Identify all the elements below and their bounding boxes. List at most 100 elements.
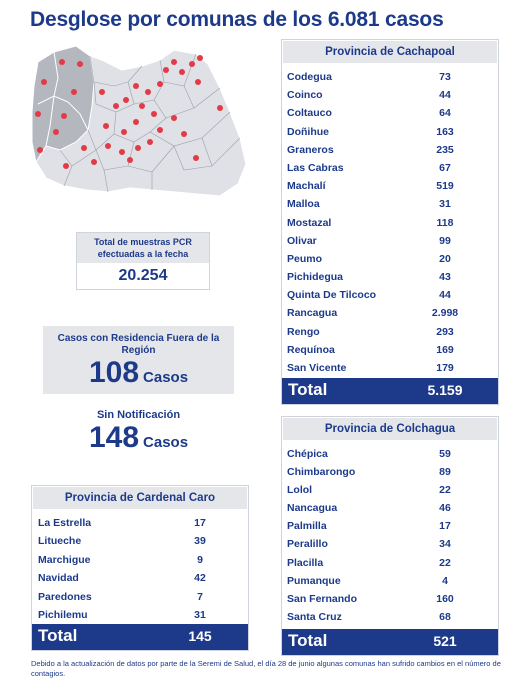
table-row: Peumo 20	[282, 250, 498, 268]
comuna-name: Paredones	[38, 590, 92, 603]
comuna-cases: 44	[439, 289, 451, 302]
cachapoal-rows: Codegua 73 Coinco 44 Coltauco 64 Doñihue 163 Gra…	[282, 64, 498, 377]
comuna-name: La Estrella	[38, 517, 92, 529]
cardenal-caro-total-label: Total	[38, 626, 78, 645]
sin-notificacion: Sin Notificación 148 Casos	[43, 408, 234, 454]
comuna-cases: 163	[436, 125, 454, 138]
comuna-cases: 46	[439, 502, 451, 515]
comuna-cases: 42	[194, 572, 206, 585]
comuna-cases: 169	[436, 343, 454, 356]
table-row: Nancagua 46	[282, 499, 498, 517]
panel-colchagua: Provincia de Colchagua Chépica 59 Chimbaro…	[281, 416, 499, 656]
cardenal-caro-total-value: 145	[188, 628, 212, 644]
residencia-unit: Casos	[143, 369, 189, 386]
comuna-cases: 293	[436, 325, 454, 338]
comuna-cases: 31	[194, 608, 206, 621]
region-map	[31, 45, 247, 197]
panel-cardenal-caro: Provincia de Cardenal Caro La Estrella 17…	[31, 485, 249, 651]
comuna-cases: 7	[197, 590, 203, 603]
comuna-name: Coltauco	[287, 107, 332, 120]
comuna-cases: 2.998	[431, 307, 459, 320]
cachapoal-total-label: Total	[288, 380, 328, 399]
comuna-name: Codegua	[287, 71, 332, 83]
comuna-name: Peralillo	[287, 538, 328, 551]
table-row: Coinco 44	[282, 86, 498, 104]
comuna-name: Pumanque	[287, 574, 341, 587]
comuna-name: San Vicente	[287, 362, 347, 374]
comuna-cases: 179	[436, 362, 454, 374]
comuna-name: Requínoa	[287, 343, 335, 356]
comuna-name: Lolol	[287, 484, 313, 497]
table-row: Chépica 59	[282, 445, 498, 463]
comuna-name: Chimbarongo	[287, 466, 356, 479]
page-title: Desglose por comunas de los 6.081 casos	[30, 8, 444, 31]
table-row: Rengo 293	[282, 323, 498, 341]
comuna-cases: 20	[439, 252, 451, 265]
comuna-name: Graneros	[287, 143, 334, 156]
comuna-cases: 89	[439, 466, 451, 479]
comuna-cases: 43	[439, 271, 451, 284]
pcr-label: Total de muestras PCR efectuadas a la fe…	[77, 233, 209, 263]
cardenal-caro-area	[31, 45, 95, 164]
colchagua-total: Total 521	[282, 629, 498, 655]
table-row: Codegua 73	[282, 68, 498, 86]
table-row: Pumanque 4	[282, 572, 498, 590]
panel-colchagua-title: Provincia de Colchagua	[283, 418, 497, 440]
cachapoal-total: Total 5.159	[282, 378, 498, 404]
table-row: Requínoa 169	[282, 341, 498, 359]
table-row: Graneros 235	[282, 141, 498, 159]
table-row: Navidad 42	[32, 569, 248, 587]
comuna-name: Doñihue	[287, 125, 329, 138]
comuna-cases: 67	[439, 161, 451, 174]
comuna-name: San Fernando	[287, 592, 358, 605]
comuna-name: Malloa	[287, 198, 320, 211]
comuna-cases: 235	[436, 143, 454, 156]
comuna-name: Mostazal	[287, 216, 332, 229]
residencia-value: 108	[88, 356, 140, 389]
cardenal-caro-rows: La Estrella 17 Litueche 39 Marchigue 9 Navidad…	[32, 510, 248, 624]
table-row: Olivar 99	[282, 232, 498, 250]
comuna-cases: 22	[439, 556, 451, 569]
comuna-cases: 17	[194, 517, 206, 529]
comuna-name: Litueche	[38, 535, 82, 548]
table-row: La Estrella 17	[32, 514, 248, 532]
comuna-name: Rancagua	[287, 307, 338, 320]
table-row: Mostazal 118	[282, 214, 498, 232]
comuna-cases: 73	[439, 71, 451, 83]
cachapoal-total-value: 5.159	[427, 382, 463, 398]
table-row: Malloa 31	[282, 195, 498, 213]
table-row: Litueche 39	[32, 532, 248, 550]
table-row: Chimbarongo 89	[282, 463, 498, 481]
table-row: Coltauco 64	[282, 104, 498, 122]
comuna-name: Pichilemu	[38, 608, 88, 621]
comuna-name: Rengo	[287, 325, 320, 338]
colchagua-total-label: Total	[288, 631, 328, 650]
residencia-box: Casos con Residencia Fuera de la Región …	[43, 326, 234, 394]
table-row: Palmilla 17	[282, 517, 498, 535]
comuna-name: Palmilla	[287, 520, 327, 533]
pcr-value: 20.254	[118, 267, 168, 284]
comuna-cases: 17	[439, 520, 451, 533]
table-row: Peralillo 34	[282, 535, 498, 553]
sin-notificacion-label: Sin Notificación	[96, 409, 181, 421]
table-row: Pichidegua 43	[282, 268, 498, 286]
table-row: Paredones 7	[32, 588, 248, 606]
panel-cachapoal: Provincia de Cachapoal Codegua 73 Coinco 44…	[281, 39, 499, 405]
comuna-cases: 68	[439, 610, 451, 623]
comuna-name: Santa Cruz	[287, 610, 342, 623]
colchagua-rows: Chépica 59 Chimbarongo 89 Lolol 22 Nancagua 46 P…	[282, 441, 498, 626]
comuna-name: Marchigue	[38, 553, 91, 566]
comuna-cases: 519	[436, 180, 454, 193]
table-row: Lolol 22	[282, 481, 498, 499]
comuna-name: Peumo	[287, 252, 323, 265]
footnote: Debido a la actualización de datos por p…	[31, 659, 501, 678]
table-row: Placilla 22	[282, 554, 498, 572]
panel-cachapoal-title: Provincia de Cachapoal	[283, 41, 497, 63]
sin-notificacion-unit: Casos	[143, 434, 189, 451]
colchagua-total-value: 521	[433, 633, 457, 649]
comuna-cases: 9	[197, 553, 203, 566]
table-row: Pichilemu 31	[32, 606, 248, 624]
comuna-cases: 39	[194, 535, 206, 548]
table-row: Doñihue 163	[282, 123, 498, 141]
comuna-name: Machalí	[287, 180, 326, 193]
